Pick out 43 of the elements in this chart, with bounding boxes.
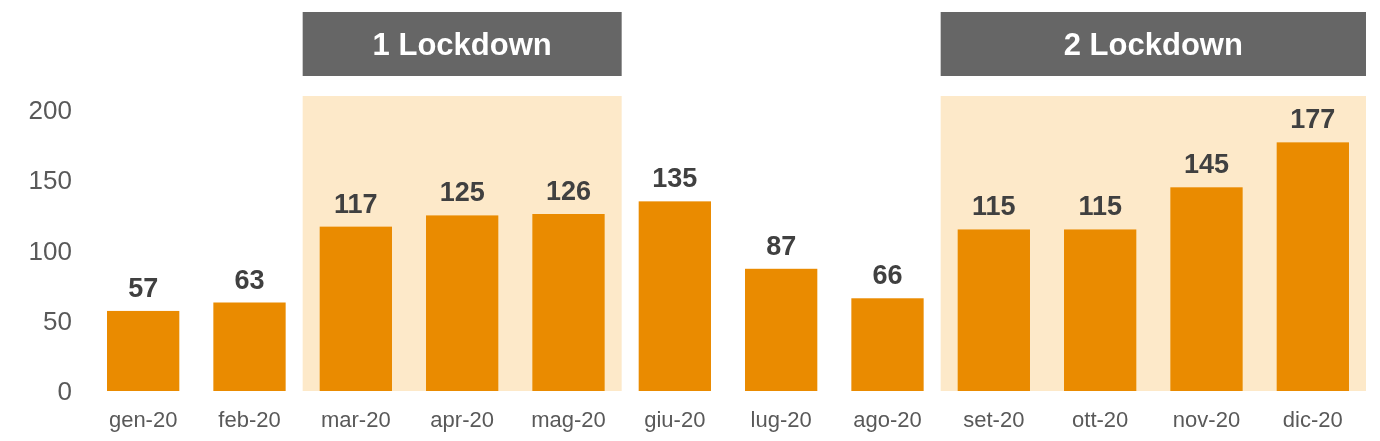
x-tick-label: mag-20 <box>531 407 606 432</box>
bar <box>1064 229 1137 391</box>
bar <box>532 214 605 391</box>
data-label: 57 <box>128 272 159 303</box>
band-label: 2 Lockdown <box>1063 27 1243 62</box>
x-tick-label: dic-20 <box>1282 407 1343 432</box>
x-tick-label: mar-20 <box>320 407 391 432</box>
y-tick-label: 200 <box>28 95 72 126</box>
data-label: 66 <box>872 260 903 291</box>
bar <box>426 215 499 391</box>
bar <box>957 229 1030 391</box>
x-tick-label: apr-20 <box>430 407 494 432</box>
data-label: 87 <box>766 230 797 261</box>
data-label: 126 <box>545 176 592 206</box>
data-label: 145 <box>1183 149 1230 180</box>
x-tick-label: giu-20 <box>644 407 706 432</box>
x-tick-label: set-20 <box>963 407 1025 432</box>
data-label: 125 <box>439 177 485 208</box>
bar <box>851 298 924 391</box>
data-label: 115 <box>972 191 1016 222</box>
x-tick-label: lug-20 <box>750 407 812 432</box>
bar <box>1170 187 1243 391</box>
data-label: 63 <box>234 264 265 295</box>
data-label: 117 <box>334 188 378 219</box>
bar <box>107 310 180 391</box>
x-tick-label: nov-20 <box>1172 407 1241 432</box>
x-tick-label: gen-20 <box>108 407 178 432</box>
bar <box>319 226 392 391</box>
data-label: 177 <box>1290 104 1336 135</box>
bar <box>745 268 818 391</box>
bar <box>638 201 711 391</box>
x-tick-label: feb-20 <box>218 407 281 432</box>
y-tick-label: 150 <box>28 165 72 196</box>
x-tick-label: ago-20 <box>853 407 922 432</box>
x-tick-label: ott-20 <box>1072 407 1129 432</box>
y-tick-label: 0 <box>57 376 72 407</box>
y-tick-label: 50 <box>43 305 72 336</box>
data-label: 115 <box>1078 191 1122 222</box>
bar <box>1276 142 1349 391</box>
band-label: 1 Lockdown <box>372 27 552 62</box>
y-tick-label: 100 <box>28 235 72 266</box>
bar <box>213 302 286 391</box>
data-label: 135 <box>652 163 698 194</box>
